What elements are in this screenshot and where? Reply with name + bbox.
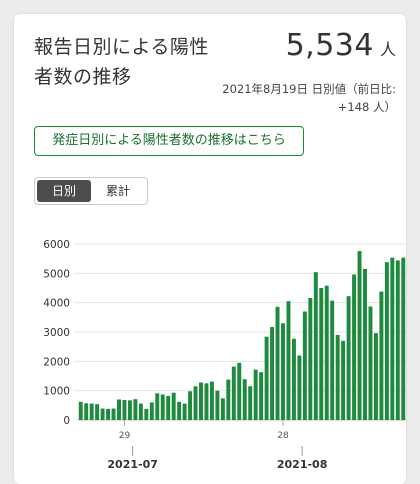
bar[interactable]	[352, 275, 356, 420]
bar[interactable]	[128, 400, 132, 420]
bar[interactable]	[330, 301, 334, 420]
bar[interactable]	[221, 398, 225, 420]
bar[interactable]	[276, 307, 280, 420]
bar[interactable]	[314, 272, 318, 420]
bar[interactable]	[144, 409, 148, 420]
x-day-tick-label: 29	[119, 431, 131, 441]
bar[interactable]	[150, 402, 154, 420]
bar[interactable]	[358, 251, 362, 420]
y-tick-label: 2000	[43, 356, 70, 368]
bar[interactable]	[215, 391, 219, 420]
y-tick-label: 3000	[43, 327, 70, 339]
bar[interactable]	[368, 306, 372, 420]
x-month-tick-label: 2021-08	[277, 458, 328, 471]
bar[interactable]	[336, 335, 340, 420]
bar[interactable]	[401, 258, 405, 420]
y-tick-label: 1000	[43, 386, 70, 398]
bar[interactable]	[210, 382, 214, 420]
bar[interactable]	[248, 386, 252, 420]
bar[interactable]	[122, 400, 126, 420]
bar[interactable]	[303, 311, 307, 420]
bar[interactable]	[319, 288, 323, 420]
bar[interactable]	[265, 337, 269, 420]
bar[interactable]	[341, 341, 345, 420]
bar[interactable]	[188, 391, 192, 420]
bar[interactable]	[117, 399, 121, 420]
bar[interactable]	[139, 404, 143, 420]
bar[interactable]	[161, 394, 165, 420]
bar[interactable]	[259, 372, 263, 420]
bar[interactable]	[204, 383, 208, 420]
bar[interactable]	[286, 301, 290, 420]
bar[interactable]	[155, 393, 159, 420]
bar[interactable]	[374, 333, 378, 420]
bar[interactable]	[90, 404, 94, 420]
x-month-tick-label: 2021-07	[107, 458, 158, 471]
bar[interactable]	[270, 327, 274, 420]
bar[interactable]	[396, 260, 400, 420]
y-tick-label: 6000	[43, 239, 70, 251]
bar[interactable]	[237, 363, 241, 420]
y-tick-label: 5000	[43, 268, 70, 280]
bar[interactable]	[325, 286, 329, 420]
bar[interactable]	[84, 403, 88, 420]
bar[interactable]	[232, 367, 236, 420]
bar[interactable]	[199, 382, 203, 420]
bar[interactable]	[363, 269, 367, 420]
y-tick-label: 0	[63, 415, 70, 427]
bar[interactable]	[385, 262, 389, 420]
bar[interactable]	[281, 323, 285, 420]
bar[interactable]	[112, 409, 116, 420]
y-tick-label: 4000	[43, 298, 70, 310]
bar[interactable]	[292, 339, 296, 420]
bar[interactable]	[101, 409, 105, 420]
bar[interactable]	[183, 404, 187, 420]
bar[interactable]	[254, 370, 258, 420]
bar[interactable]	[133, 399, 137, 420]
bar[interactable]	[194, 386, 198, 420]
bar[interactable]	[379, 292, 383, 420]
bar[interactable]	[243, 379, 247, 420]
bar[interactable]	[308, 298, 312, 420]
bar[interactable]	[166, 396, 170, 420]
bar[interactable]	[347, 296, 351, 420]
bar[interactable]	[390, 258, 394, 420]
bar[interactable]	[226, 380, 230, 420]
bar[interactable]	[297, 355, 301, 420]
bar[interactable]	[177, 402, 181, 420]
bar[interactable]	[79, 402, 83, 420]
bar[interactable]	[172, 393, 176, 420]
x-day-tick-label: 28	[277, 431, 289, 441]
bar[interactable]	[95, 404, 99, 420]
bar[interactable]	[106, 409, 110, 420]
